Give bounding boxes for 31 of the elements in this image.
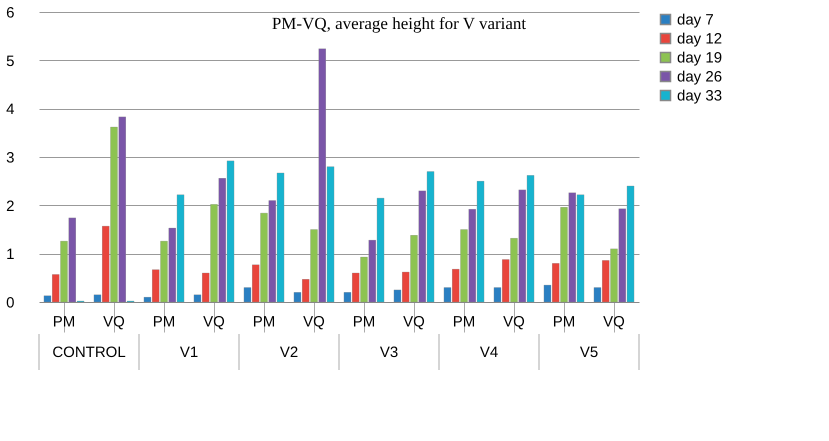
x-tick-label: PM [352,314,376,330]
x-tick-label: VQ [503,314,525,330]
text: V1 [180,344,198,361]
text: V2 [280,344,298,361]
x-tick-label: PM [552,314,576,330]
y-tick-label: 0 [6,294,14,312]
x-tick-label: VQ [103,314,125,330]
legend-label: day 33 [677,88,722,104]
legend-label: day 12 [677,30,722,48]
text: CONTROL [52,344,126,361]
x-tick-label: VQ [603,314,625,330]
text: V5 [580,344,598,361]
text: V3 [380,344,398,361]
y-tick-label: 5 [6,52,14,70]
x-tick-label: PM [52,314,76,330]
chart-title: PM-VQ, average height for V variant [272,14,526,33]
legend-label: day 26 [677,68,722,86]
y-tick-label: 2 [6,198,14,215]
x-tick-label: PM [452,314,476,330]
x-tick-label: PM [252,314,276,330]
text: V4 [480,344,498,361]
x-tick-label: PM [152,314,176,330]
x-tick-label: VQ [203,314,225,330]
x-tick-label: VQ [303,314,325,330]
y-tick-label: 4 [6,101,14,118]
y-tick-label: 1 [6,246,14,264]
y-tick-label: 6 [6,4,14,22]
legend-label: day 7 [677,12,714,28]
x-tick-label: VQ [403,314,425,330]
legend-label: day 19 [677,50,722,66]
y-tick-label: 3 [6,150,14,166]
